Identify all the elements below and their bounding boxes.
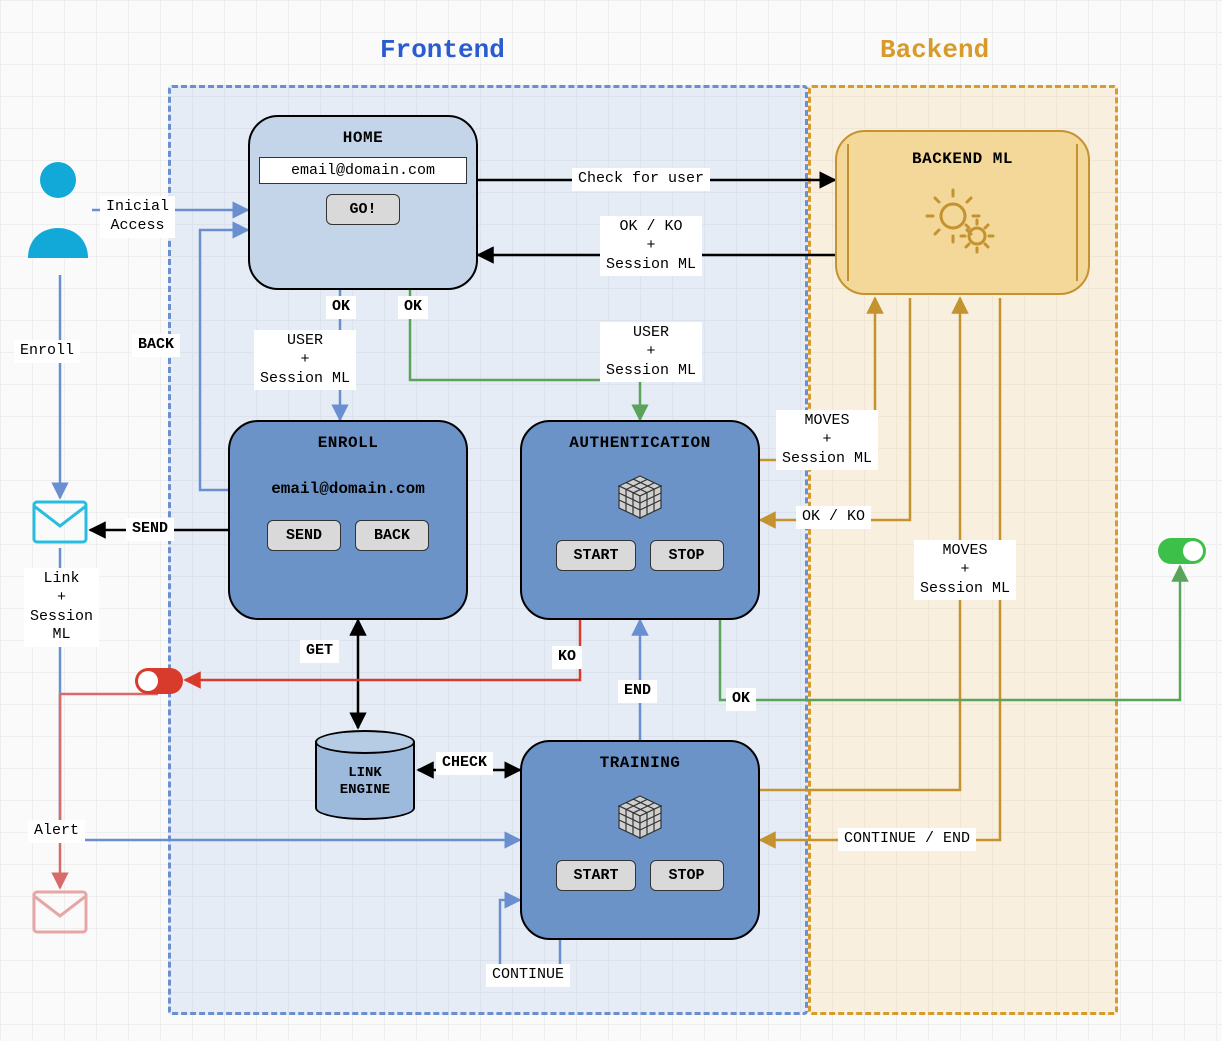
auth-node: AUTHENTICATION START STOP: [520, 420, 760, 620]
auth-title: AUTHENTICATION: [569, 434, 710, 452]
backend-ml-title: BACKEND ML: [912, 150, 1013, 168]
home-go-button[interactable]: GO!: [326, 194, 400, 225]
label-link-session: Link + Session ML: [24, 568, 99, 647]
label-okko-auth: OK / KO: [796, 506, 871, 529]
label-ok-enroll: OK: [326, 296, 356, 319]
label-inicial-access: Inicial Access: [100, 196, 175, 238]
home-node: HOME GO!: [248, 115, 478, 290]
label-get: GET: [300, 640, 339, 663]
link-engine-label2: ENGINE: [340, 782, 390, 799]
backend-title: Backend: [880, 35, 989, 65]
label-user-session-enroll: USER + Session ML: [254, 330, 356, 390]
label-ok-green: OK: [726, 688, 756, 711]
label-enroll-arrow: Enroll: [14, 340, 80, 363]
label-send: SEND: [126, 518, 174, 541]
auth-stop-button[interactable]: STOP: [650, 540, 724, 571]
enroll-send-button[interactable]: SEND: [267, 520, 341, 551]
label-check: CHECK: [436, 752, 493, 775]
label-continue: CONTINUE: [486, 964, 570, 987]
training-node: TRAINING START STOP: [520, 740, 760, 940]
training-start-button[interactable]: START: [556, 860, 635, 891]
frontend-title: Frontend: [380, 35, 505, 65]
label-continue-end: CONTINUE / END: [838, 828, 976, 851]
home-title: HOME: [343, 129, 383, 147]
mail-icon-blue: [32, 500, 88, 549]
enroll-email-text: email@domain.com: [271, 480, 425, 498]
label-moves-session-auth: MOVES + Session ML: [776, 410, 878, 470]
toggle-green[interactable]: [1158, 538, 1206, 564]
label-check-user: Check for user: [572, 168, 710, 191]
toggle-red[interactable]: [135, 668, 183, 694]
user-icon: [22, 158, 94, 268]
backend-ml-node: BACKEND ML: [835, 130, 1090, 295]
auth-start-button[interactable]: START: [556, 540, 635, 571]
label-okko-session: OK / KO + Session ML: [600, 216, 702, 276]
label-user-session-auth: USER + Session ML: [600, 322, 702, 382]
training-stop-button[interactable]: STOP: [650, 860, 724, 891]
gear-icon: [923, 182, 1003, 262]
training-title: TRAINING: [600, 754, 681, 772]
label-ko: KO: [552, 646, 582, 669]
enroll-node: ENROLL email@domain.com SEND BACK: [228, 420, 468, 620]
label-back: BACK: [132, 334, 180, 357]
cube-icon: [605, 786, 675, 846]
label-moves-session-training: MOVES + Session ML: [914, 540, 1016, 600]
enroll-back-button[interactable]: BACK: [355, 520, 429, 551]
home-email-input[interactable]: [259, 157, 467, 184]
label-ok-auth: OK: [398, 296, 428, 319]
diagram-canvas: Frontend Backend: [0, 0, 1222, 1041]
link-engine-node: LINK ENGINE: [315, 730, 415, 820]
cube-icon: [605, 466, 675, 526]
link-engine-label1: LINK: [348, 765, 382, 782]
mail-icon-red: [32, 890, 88, 939]
label-alert: Alert: [28, 820, 85, 843]
label-end: END: [618, 680, 657, 703]
enroll-title: ENROLL: [318, 434, 379, 452]
